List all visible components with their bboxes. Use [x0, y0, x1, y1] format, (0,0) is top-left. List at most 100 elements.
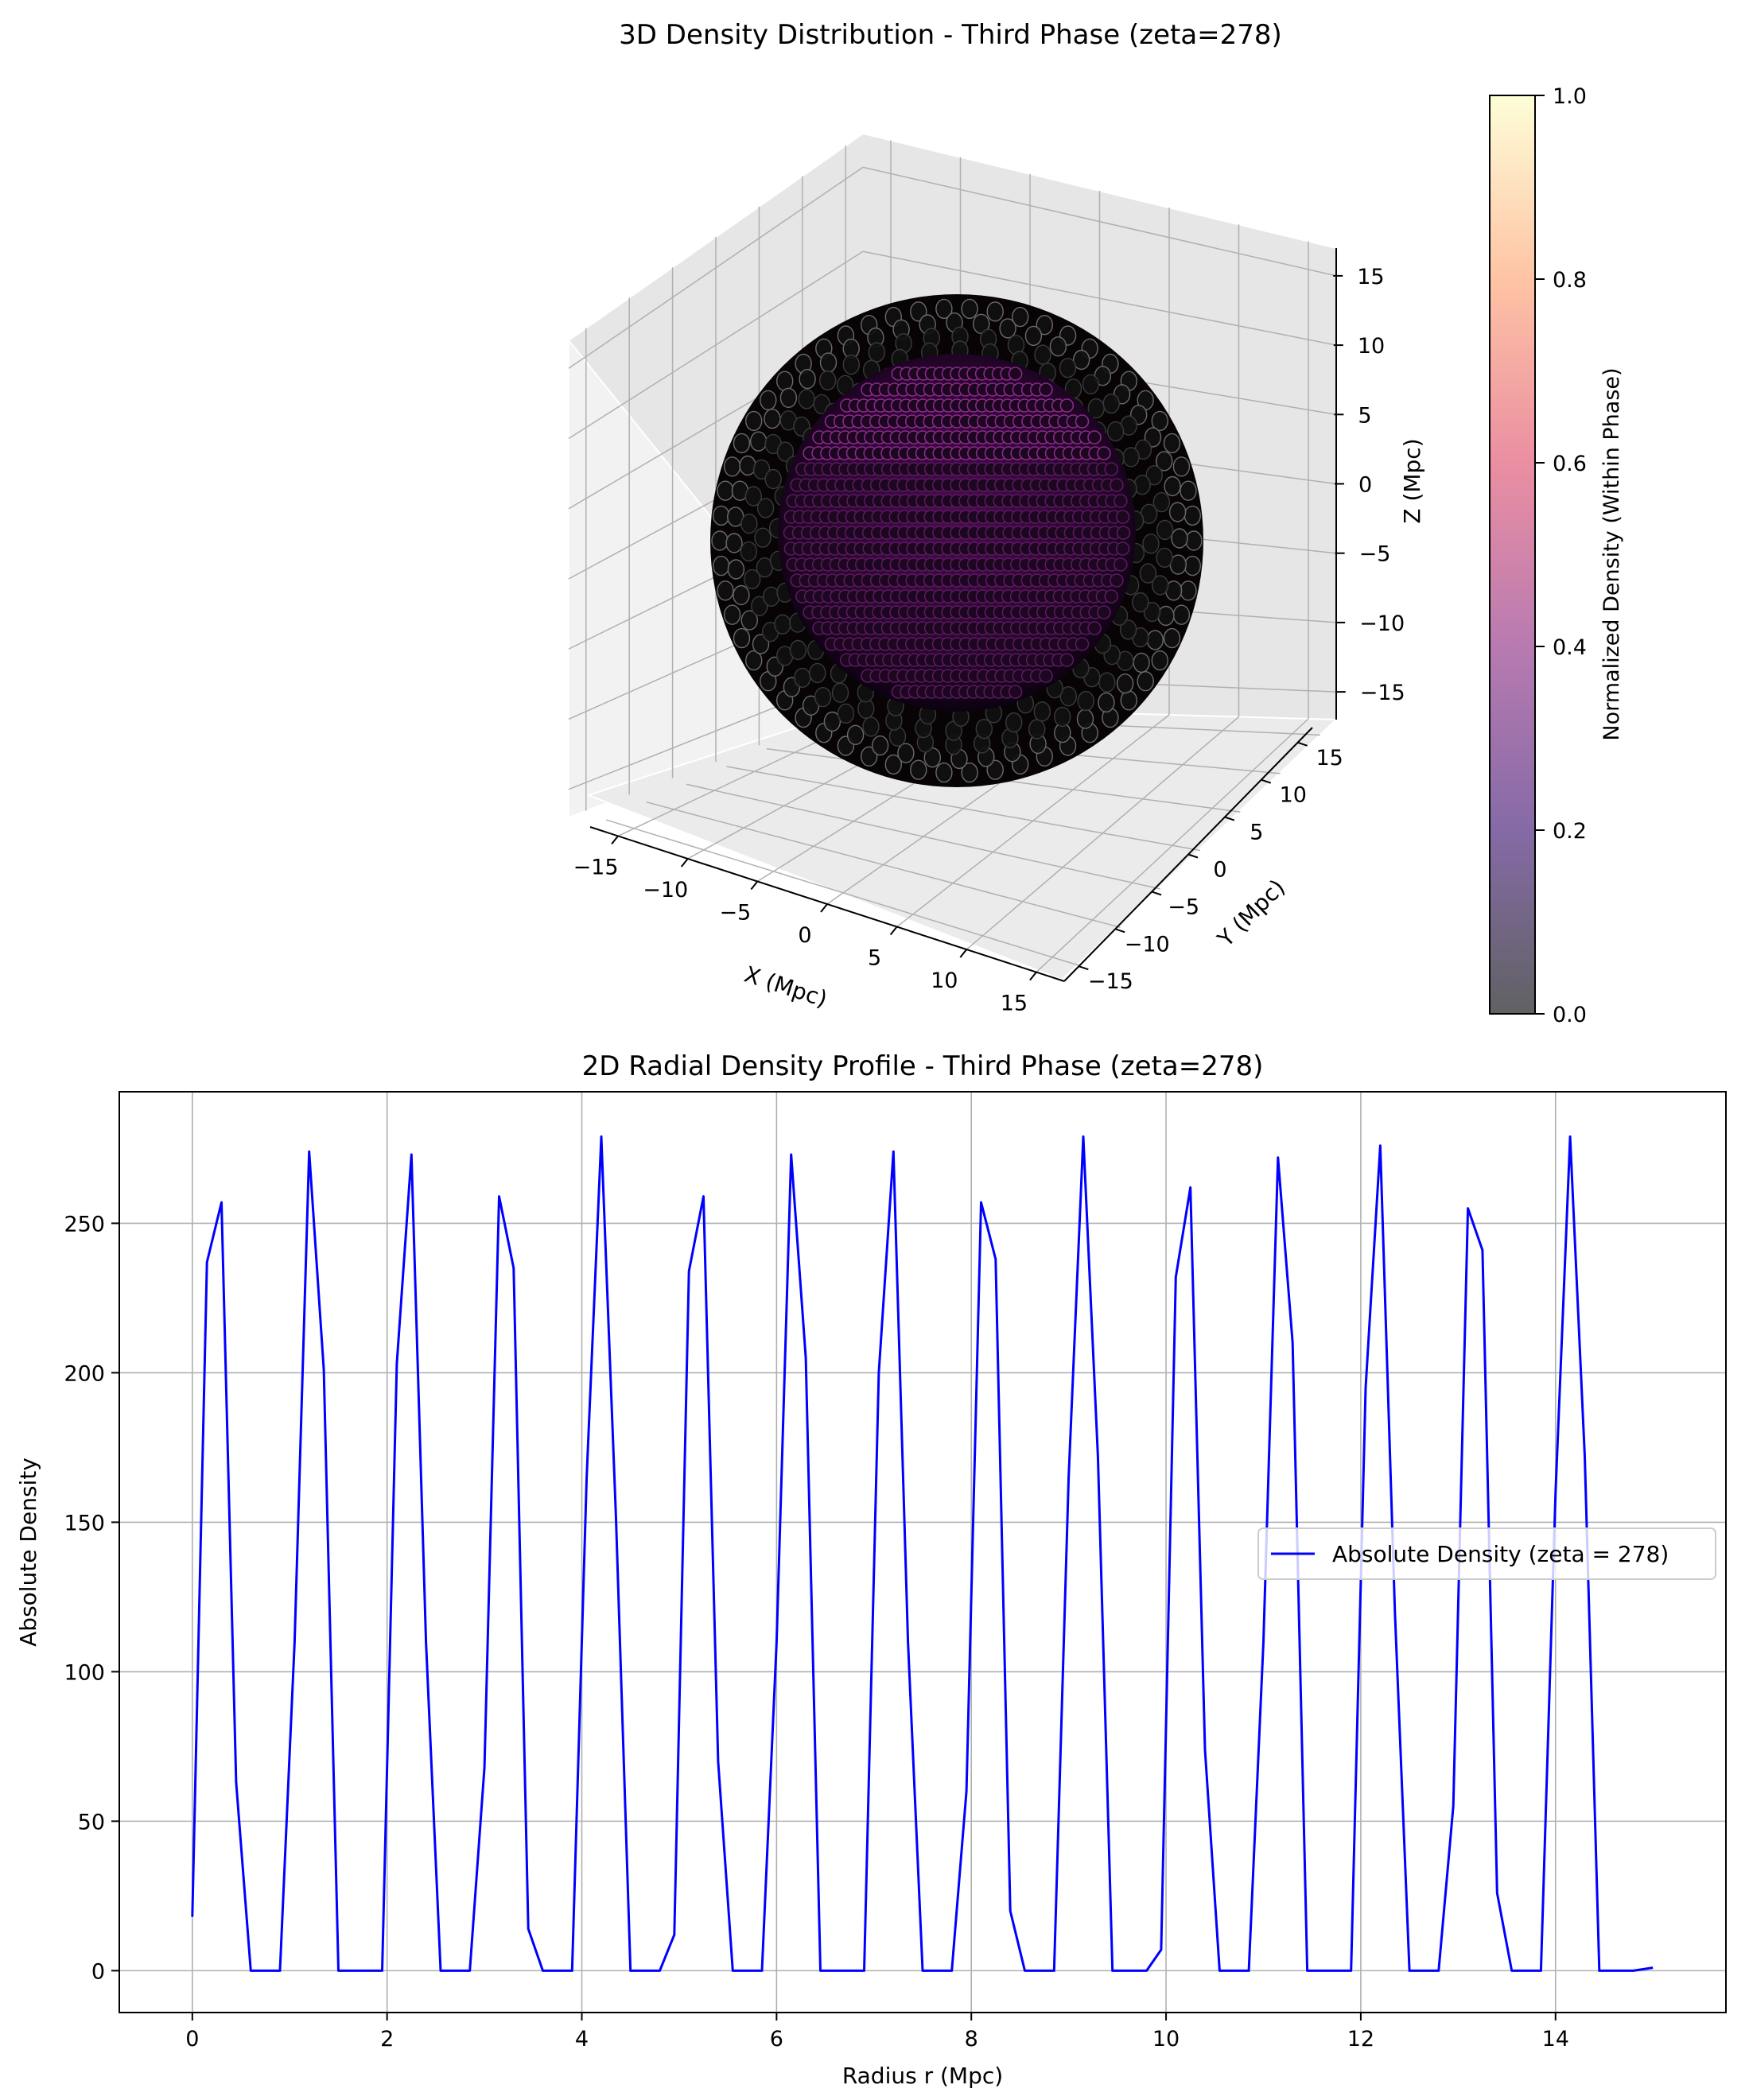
z-tick-label: 10 — [1358, 334, 1385, 359]
inner-point — [1008, 367, 1023, 381]
x-tick-label: −10 — [643, 878, 688, 902]
line-x-axis-label: Radius r (Mpc) — [842, 2063, 1003, 2089]
outer-point — [818, 370, 837, 391]
outer-point — [1156, 547, 1173, 569]
grid-line-z — [568, 166, 864, 369]
y-tick-label: 150 — [64, 1511, 105, 1535]
outer-point — [717, 480, 734, 501]
outer-point — [846, 724, 865, 745]
outer-point — [1072, 349, 1090, 371]
outer-point — [713, 505, 730, 526]
outer-point — [1116, 673, 1134, 694]
x-tick-label: 4 — [575, 2027, 589, 2051]
z-tick-label: −5 — [1359, 542, 1391, 567]
legend: Absolute Density (zeta = 278) — [1257, 1527, 1716, 1580]
y-tick-label: 100 — [64, 1660, 105, 1685]
inner-point — [1059, 398, 1075, 413]
outer-point — [1142, 534, 1160, 554]
outer-point — [868, 342, 886, 363]
outer-point — [986, 759, 1004, 780]
y-tick — [1261, 778, 1272, 784]
colorbar-tick-label: 0.6 — [1553, 452, 1587, 476]
colorbar: 0.0 0.2 0.4 0.6 0.8 1.0 Normalized Density (W… — [1489, 84, 1624, 1027]
outer-point — [751, 596, 768, 616]
outer-point — [871, 735, 889, 756]
outer-point — [1034, 344, 1051, 365]
chart-line-title: 2D Radial Density Profile - Third Phase … — [582, 1050, 1264, 1082]
y-tick-label: −5 — [1168, 895, 1199, 919]
outer-point — [1076, 708, 1094, 729]
outer-point — [1163, 627, 1181, 649]
sphere-scatter — [710, 294, 1203, 787]
y-axis-label: Y (Mpc) — [1212, 874, 1290, 952]
outer-point — [1156, 519, 1174, 541]
y-tick — [1224, 816, 1235, 821]
y-tick-label: −10 — [1125, 932, 1170, 957]
inner-point — [1039, 669, 1053, 683]
series-line — [191, 1135, 1654, 1972]
inner-point — [1087, 430, 1102, 444]
colorbar-label: Normalized Density (Within Phase) — [1599, 367, 1624, 740]
outer-point — [1036, 315, 1054, 336]
x-tick — [680, 858, 689, 868]
outer-point — [999, 318, 1016, 339]
outer-point — [961, 762, 978, 783]
outer-point — [1120, 690, 1138, 711]
colorbar-ticks: 0.0 0.2 0.4 0.6 0.8 1.0 — [1535, 84, 1587, 1027]
y-tick — [1114, 928, 1125, 934]
x-tick-label: 14 — [1542, 2027, 1569, 2051]
y-tick-label: 5 — [1250, 821, 1263, 845]
x-tick-label: −15 — [573, 855, 619, 879]
z-tick-label: 0 — [1358, 473, 1372, 498]
outer-point — [1155, 451, 1173, 472]
x-tick-label: 12 — [1347, 2027, 1374, 2051]
x-tick-label: 10 — [931, 968, 958, 993]
grid-line-z-back — [862, 166, 1337, 277]
y-tick-label: 15 — [1316, 746, 1343, 771]
outer-point — [1146, 630, 1164, 650]
y-tick-label: −15 — [1088, 969, 1133, 994]
outer-point — [733, 627, 751, 649]
grid-line-y — [646, 801, 1121, 928]
outer-point — [1168, 502, 1187, 522]
line-y-axis-label: Absolute Density — [15, 1458, 41, 1647]
outer-point — [733, 433, 751, 454]
x-tick-label: 10 — [1152, 2027, 1180, 2051]
grid-line-y — [726, 766, 1201, 852]
x-tick-label: 0 — [798, 923, 811, 948]
inner-point — [1116, 526, 1131, 540]
colorbar-tick-label: 0.4 — [1553, 635, 1587, 660]
outer-point — [774, 614, 791, 635]
outer-point — [831, 682, 849, 703]
colorbar-gradient — [1489, 95, 1536, 1015]
y-tick-label: 0 — [1213, 858, 1226, 883]
outer-point — [1011, 306, 1029, 328]
colorbar-tick-label: 0.2 — [1553, 819, 1587, 844]
outer-point — [897, 743, 915, 763]
outer-point — [842, 354, 861, 375]
outer-point — [723, 456, 741, 477]
outer-point — [1119, 619, 1137, 640]
outer-point — [1171, 528, 1188, 549]
outer-point — [1024, 325, 1043, 347]
colorbar-tick-label: 0.0 — [1553, 1003, 1587, 1027]
outer-point — [794, 667, 811, 689]
inner-shell-points — [783, 367, 1131, 699]
outer-point — [1132, 592, 1149, 613]
outer-point — [744, 486, 762, 507]
outer-point — [713, 555, 730, 576]
inner-point — [1008, 685, 1023, 699]
inner-point — [1075, 414, 1090, 429]
x-tick-label: 8 — [965, 2027, 978, 2051]
outer-point — [935, 762, 953, 783]
outer-point — [1151, 410, 1169, 432]
outer-point — [745, 410, 763, 432]
outer-point — [986, 301, 1004, 322]
outer-point — [1077, 690, 1095, 712]
outer-point — [711, 530, 729, 551]
outer-point — [1157, 605, 1175, 627]
outer-point — [1172, 456, 1191, 477]
outer-point — [725, 533, 743, 553]
x-tick — [820, 903, 828, 913]
